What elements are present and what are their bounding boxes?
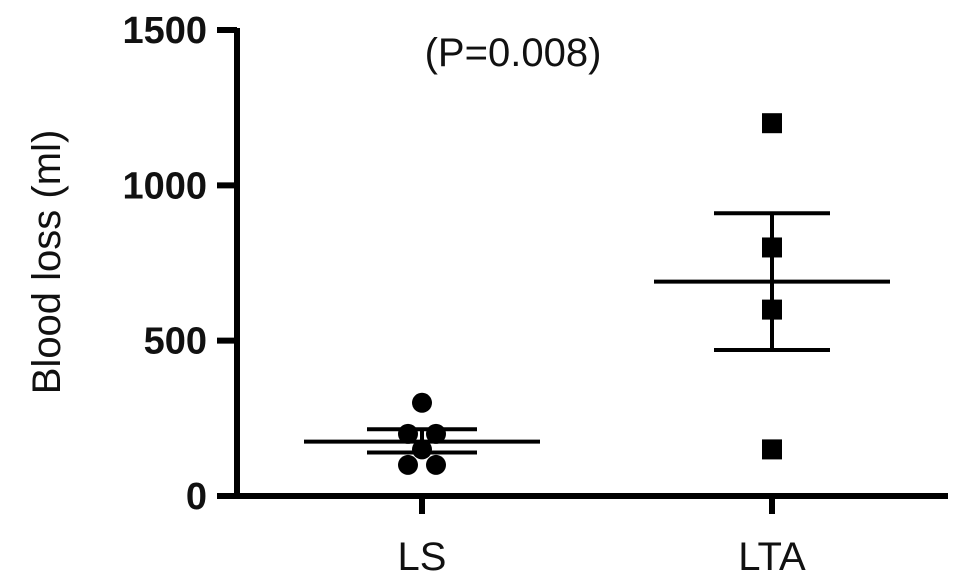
data-point — [398, 454, 418, 475]
group-lta — [654, 113, 890, 460]
y-tick-label: 500 — [144, 321, 207, 363]
data-marks — [304, 113, 890, 475]
x-tick-label: LTA — [738, 535, 806, 579]
y-axis-title: Blood loss (ml) — [25, 130, 69, 395]
p-value-annotation: (P=0.008) — [425, 31, 602, 75]
y-tick-label: 1000 — [122, 165, 207, 207]
data-point — [762, 113, 782, 134]
axes — [217, 27, 948, 514]
y-tick-label: 1500 — [122, 10, 207, 52]
data-point — [762, 439, 782, 460]
data-point — [412, 392, 432, 413]
y-tick-label: 0 — [186, 476, 207, 518]
chart-labels: Blood loss (ml) (P=0.008) 0 500 1000 1500 LS… — [25, 10, 806, 579]
x-tick-label: LS — [398, 535, 447, 579]
group-ls — [304, 392, 540, 475]
data-point — [426, 454, 446, 475]
